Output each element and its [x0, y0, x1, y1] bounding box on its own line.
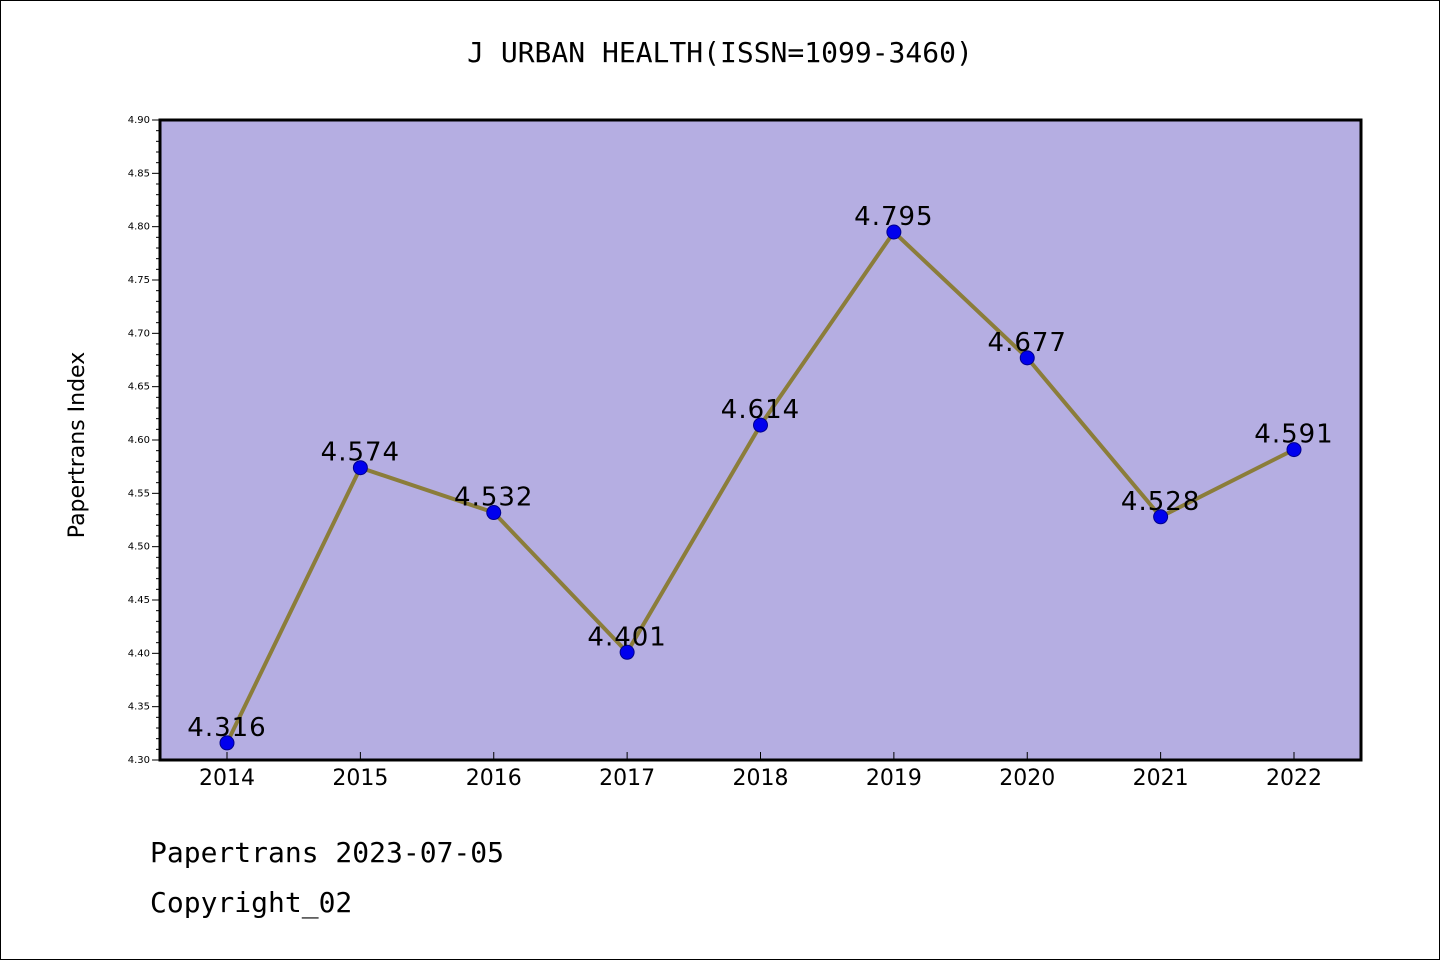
data-labels: 4.316 4.574 4.532 4.401 4.614 4.795 4.677 4.528… [187, 202, 1333, 743]
data-label: 4.574 [321, 438, 400, 468]
data-label: 4.316 [187, 713, 266, 743]
y-tick-label: 4.85 [128, 168, 150, 179]
series [219, 224, 1302, 751]
data-label: 4.532 [454, 483, 533, 513]
data-point [352, 460, 368, 476]
data-label: 4.677 [988, 328, 1067, 358]
y-axis: 4.30 4.35 4.40 4.45 4.50 4.55 4.60 4.65 4.70 4.75… [128, 115, 160, 766]
footer-date: Papertrans 2023-07-05 [150, 836, 505, 869]
y-tick-label: 4.80 [128, 222, 150, 233]
y-tick-label: 4.30 [128, 755, 150, 766]
data-point [753, 417, 768, 433]
x-axis: 2014 2015 2016 2017 2018 2019 2020 2021 2022 [199, 752, 1322, 791]
x-tick-label: 2015 [332, 766, 388, 791]
data-label: 4.614 [721, 395, 800, 425]
x-tick-label: 2018 [733, 766, 789, 791]
data-point [486, 505, 502, 521]
y-tick-label: 4.60 [128, 435, 150, 446]
y-tick-label: 4.45 [128, 595, 150, 606]
data-point [886, 224, 902, 240]
data-label: 4.401 [587, 622, 666, 652]
data-point [219, 735, 235, 751]
data-point [1153, 509, 1169, 525]
y-tick-label: 4.50 [128, 542, 150, 553]
y-tick-label: 4.90 [128, 115, 150, 126]
y-tick-label: 4.35 [128, 702, 150, 713]
data-point [1286, 442, 1302, 458]
y-axis-label: Papertrans Index [65, 352, 90, 538]
x-tick-label: 2017 [599, 766, 655, 791]
x-tick-label: 2022 [1266, 766, 1322, 791]
x-tick-label: 2020 [999, 766, 1055, 791]
data-label: 4.528 [1121, 487, 1200, 517]
plot-area [158, 118, 1363, 762]
x-tick-label: 2016 [466, 766, 522, 791]
data-point [1019, 350, 1035, 366]
y-tick-label: 4.55 [128, 488, 150, 499]
data-label: 4.795 [854, 202, 933, 232]
data-label: 4.591 [1254, 420, 1333, 450]
y-tick-label: 4.75 [128, 275, 150, 286]
x-tick-label: 2021 [1133, 766, 1189, 791]
x-tick-label: 2014 [199, 766, 255, 791]
data-point [619, 644, 635, 660]
footer-copyright: Copyright_02 [150, 886, 353, 919]
x-tick-label: 2019 [866, 766, 922, 791]
chart-title: J URBAN HEALTH(ISSN=1099-3460) [467, 36, 973, 69]
y-tick-label: 4.40 [128, 648, 150, 659]
y-tick-label: 4.65 [128, 382, 150, 393]
y-tick-label: 4.70 [128, 328, 150, 339]
